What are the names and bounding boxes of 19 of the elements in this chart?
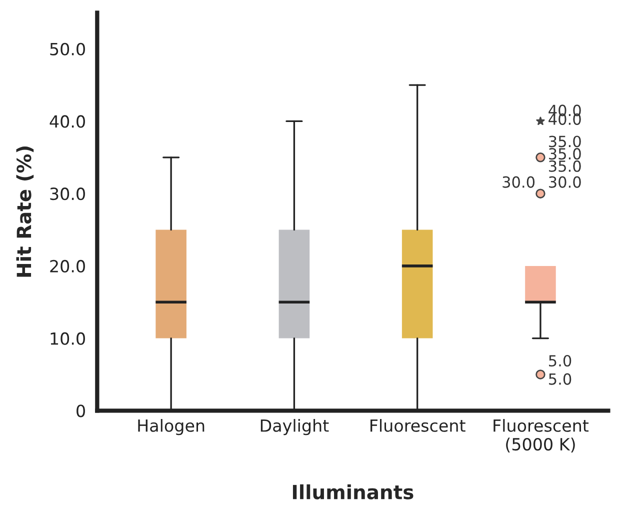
annotation: 35.0	[549, 148, 581, 160]
annotation: 5.0	[549, 373, 572, 385]
annotation: 30.0	[549, 176, 581, 188]
y-tick-label: 10.0	[50, 332, 85, 345]
y-tick-label: 50.0	[50, 42, 85, 56]
y-tick-label: 40.0	[50, 115, 85, 128]
y-tick-label: 30.0	[50, 188, 85, 200]
y-tick-label: 20.0	[50, 260, 85, 273]
annotation: 35.0	[549, 136, 581, 148]
x-tick-label: Halogen	[138, 419, 204, 436]
annotation: 5.0	[549, 354, 572, 367]
x-tick-label: Fluorescent	[370, 419, 466, 432]
y-axis-title: Hit Rate (%)	[16, 146, 34, 277]
x-axis-title: Illuminants	[292, 484, 414, 500]
x-tick-label: Daylight	[260, 419, 329, 436]
x-tick-label: Fluorescent (5000 K)	[494, 419, 589, 453]
y-tick-label: 0	[76, 404, 85, 418]
annotation: 30.0	[502, 176, 535, 188]
annotation: 35.0	[549, 160, 581, 172]
